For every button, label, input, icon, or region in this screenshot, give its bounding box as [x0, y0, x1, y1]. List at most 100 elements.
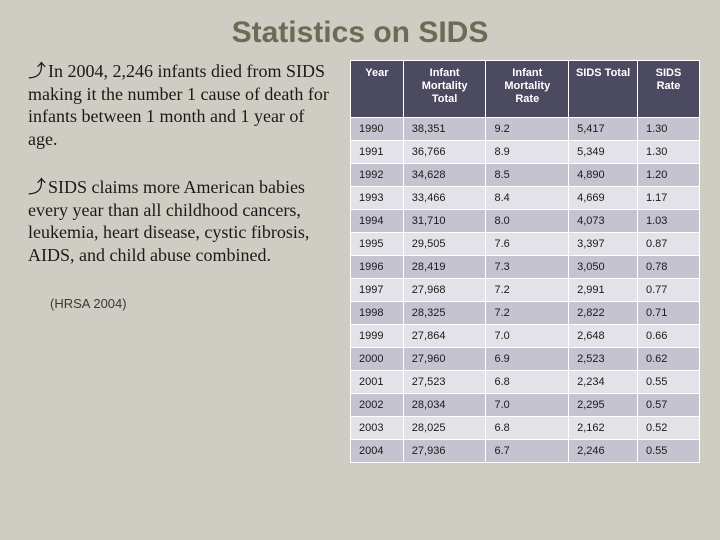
cell-value: 31,710: [403, 209, 486, 232]
cell-value: 7.6: [486, 232, 569, 255]
table-row: 199927,8647.02,6480.66: [351, 324, 700, 347]
cell-value: 2,822: [569, 301, 638, 324]
cell-value: 4,073: [569, 209, 638, 232]
cell-value: 2,295: [569, 393, 638, 416]
cell-year: 2000: [351, 347, 404, 370]
cell-value: 0.57: [637, 393, 699, 416]
table-row: 199234,6288.54,8901.20: [351, 163, 700, 186]
column-header: Infant Mortality Rate: [486, 61, 569, 118]
cell-value: 0.77: [637, 278, 699, 301]
cell-value: 3,050: [569, 255, 638, 278]
cell-year: 1997: [351, 278, 404, 301]
table-row: 199828,3257.22,8220.71: [351, 301, 700, 324]
cell-value: 27,968: [403, 278, 486, 301]
stats-table: YearInfant Mortality TotalInfant Mortali…: [350, 60, 700, 463]
bullet-text: In 2004, 2,246 infants died from SIDS ma…: [28, 61, 329, 149]
cell-year: 1998: [351, 301, 404, 324]
cell-value: 33,466: [403, 186, 486, 209]
cell-value: 7.0: [486, 324, 569, 347]
cell-value: 1.20: [637, 163, 699, 186]
cell-value: 0.87: [637, 232, 699, 255]
cell-value: 34,628: [403, 163, 486, 186]
cell-value: 2,991: [569, 278, 638, 301]
bullet-marker-icon: ⤴: [28, 61, 46, 81]
cell-value: 2,162: [569, 416, 638, 439]
content-area: ⤴In 2004, 2,246 infants died from SIDS m…: [0, 60, 720, 463]
cell-year: 2003: [351, 416, 404, 439]
cell-value: 4,669: [569, 186, 638, 209]
cell-value: 7.2: [486, 301, 569, 324]
bullet-marker-icon: ⤴: [28, 177, 46, 197]
table-row: 199529,5057.63,3970.87: [351, 232, 700, 255]
cell-value: 0.66: [637, 324, 699, 347]
cell-value: 27,523: [403, 370, 486, 393]
cell-year: 1993: [351, 186, 404, 209]
cell-value: 27,960: [403, 347, 486, 370]
cell-value: 2,246: [569, 439, 638, 462]
cell-value: 0.62: [637, 347, 699, 370]
cell-value: 28,034: [403, 393, 486, 416]
cell-year: 2004: [351, 439, 404, 462]
table-row: 199431,7108.04,0731.03: [351, 209, 700, 232]
cell-value: 7.0: [486, 393, 569, 416]
cell-value: 1.30: [637, 140, 699, 163]
cell-value: 8.0: [486, 209, 569, 232]
cell-value: 4,890: [569, 163, 638, 186]
table-header: YearInfant Mortality TotalInfant Mortali…: [351, 61, 700, 118]
cell-value: 5,417: [569, 117, 638, 140]
column-header: Year: [351, 61, 404, 118]
bullet-item: ⤴In 2004, 2,246 infants died from SIDS m…: [28, 60, 338, 150]
cell-year: 2002: [351, 393, 404, 416]
cell-year: 1999: [351, 324, 404, 347]
cell-year: 1992: [351, 163, 404, 186]
cell-value: 6.7: [486, 439, 569, 462]
slide-title: Statistics on SIDS: [0, 0, 720, 60]
cell-value: 1.03: [637, 209, 699, 232]
cell-value: 8.9: [486, 140, 569, 163]
cell-value: 8.5: [486, 163, 569, 186]
table-row: 200328,0256.82,1620.52: [351, 416, 700, 439]
table-row: 200127,5236.82,2340.55: [351, 370, 700, 393]
cell-value: 0.55: [637, 370, 699, 393]
bullet-text: SIDS claims more American babies every y…: [28, 177, 309, 265]
table-row: 200027,9606.92,5230.62: [351, 347, 700, 370]
column-header: SIDS Rate: [637, 61, 699, 118]
cell-value: 0.78: [637, 255, 699, 278]
citation: (HRSA 2004): [50, 296, 338, 311]
bullet-item: ⤴SIDS claims more American babies every …: [28, 176, 338, 266]
cell-value: 2,648: [569, 324, 638, 347]
table-row: 200427,9366.72,2460.55: [351, 439, 700, 462]
table-row: 199136,7668.95,3491.30: [351, 140, 700, 163]
cell-year: 2001: [351, 370, 404, 393]
table-row: 199628,4197.33,0500.78: [351, 255, 700, 278]
cell-value: 28,025: [403, 416, 486, 439]
bullet-list: ⤴In 2004, 2,246 infants died from SIDS m…: [28, 60, 338, 463]
cell-value: 7.2: [486, 278, 569, 301]
cell-value: 28,419: [403, 255, 486, 278]
cell-year: 1991: [351, 140, 404, 163]
table-row: 199333,4668.44,6691.17: [351, 186, 700, 209]
cell-value: 27,864: [403, 324, 486, 347]
cell-year: 1994: [351, 209, 404, 232]
cell-value: 28,325: [403, 301, 486, 324]
cell-value: 27,936: [403, 439, 486, 462]
cell-value: 0.55: [637, 439, 699, 462]
cell-value: 29,505: [403, 232, 486, 255]
cell-value: 5,349: [569, 140, 638, 163]
cell-value: 2,234: [569, 370, 638, 393]
cell-value: 9.2: [486, 117, 569, 140]
cell-year: 1996: [351, 255, 404, 278]
table-row: 199038,3519.25,4171.30: [351, 117, 700, 140]
cell-value: 8.4: [486, 186, 569, 209]
cell-value: 3,397: [569, 232, 638, 255]
slide: Statistics on SIDS ⤴In 2004, 2,246 infan…: [0, 0, 720, 540]
table-body: 199038,3519.25,4171.30199136,7668.95,349…: [351, 117, 700, 462]
cell-value: 0.71: [637, 301, 699, 324]
column-header: Infant Mortality Total: [403, 61, 486, 118]
column-header: SIDS Total: [569, 61, 638, 118]
cell-value: 6.8: [486, 416, 569, 439]
table-row: 199727,9687.22,9910.77: [351, 278, 700, 301]
table-row: 200228,0347.02,2950.57: [351, 393, 700, 416]
cell-value: 36,766: [403, 140, 486, 163]
cell-value: 7.3: [486, 255, 569, 278]
